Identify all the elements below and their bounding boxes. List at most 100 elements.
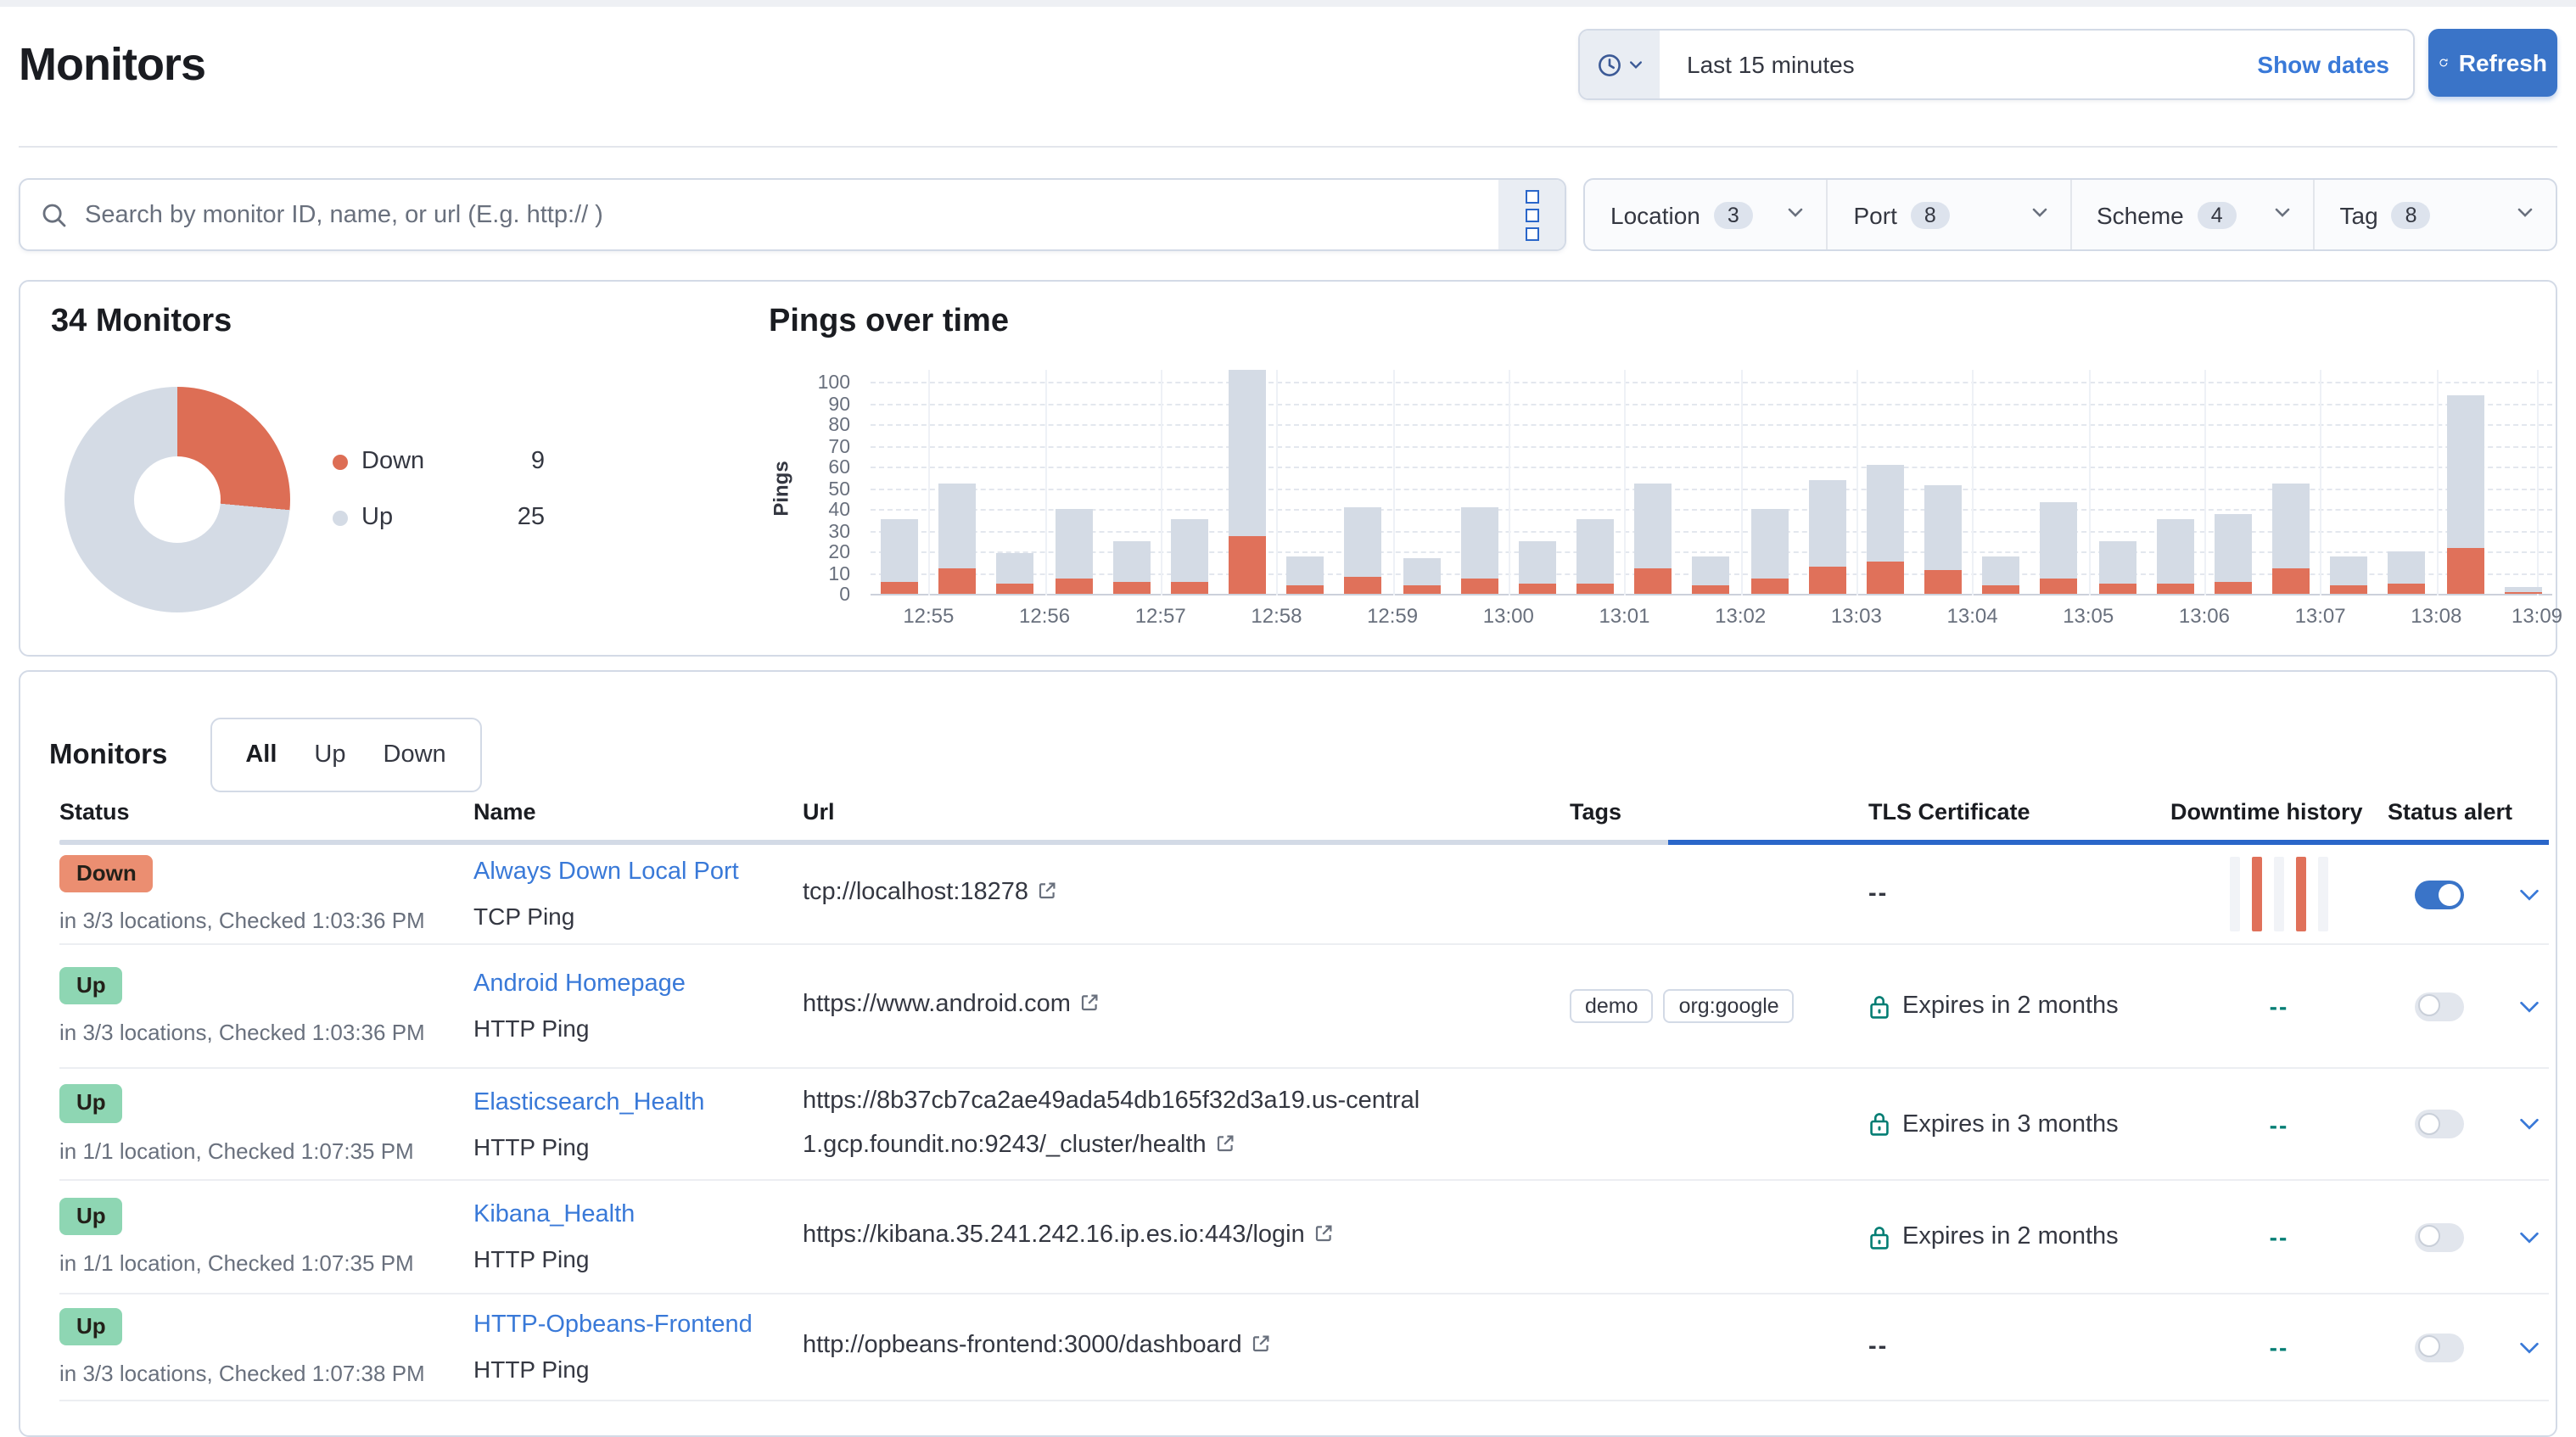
tab-all[interactable]: All	[245, 741, 277, 769]
search-box[interactable]	[19, 178, 1566, 251]
pings-bar-down-segment	[1055, 579, 1092, 595]
pings-bar	[1403, 558, 1440, 595]
search-icon	[41, 201, 68, 228]
pings-bar-down-segment	[1576, 584, 1614, 595]
tls-expiry-text: Expires in 2 months	[1902, 992, 2119, 1020]
cell-tls-certificate: --	[1868, 1334, 2170, 1361]
pings-bar	[1171, 520, 1208, 595]
pings-bar-up-segment	[2215, 513, 2252, 581]
pings-bar-up-segment	[2446, 394, 2484, 547]
pings-bar-down-segment	[1171, 581, 1208, 594]
column-header-downtime-history[interactable]: Downtime history	[2170, 799, 2388, 825]
pings-bar	[2505, 588, 2542, 595]
x-tick-label: 13:08	[2411, 604, 2461, 628]
pings-bar	[2041, 503, 2078, 595]
tag-badge[interactable]: demo	[1570, 989, 1654, 1023]
status-donut-chart	[64, 387, 290, 612]
x-axis-line	[871, 594, 2552, 595]
filter-tag[interactable]: Tag8	[2313, 180, 2556, 249]
toggle-knob	[2418, 994, 2440, 1016]
column-header-status-alert[interactable]: Status alert	[2388, 799, 2549, 825]
pings-bar-down-segment	[1345, 577, 1382, 594]
filter-label: Scheme	[2097, 201, 2184, 228]
pings-bar-down-segment	[1112, 581, 1150, 594]
external-link-icon	[1215, 1132, 1235, 1153]
row-expand-button[interactable]	[2508, 874, 2549, 914]
tls-expiry-text: Expires in 3 months	[1902, 1110, 2119, 1138]
pings-bar	[1460, 507, 1498, 595]
pings-bar	[1924, 486, 1962, 595]
x-tick-label: 13:09	[2512, 604, 2562, 628]
status-badge: Down	[59, 855, 154, 893]
pings-bar-up-segment	[997, 554, 1034, 584]
tag-badge[interactable]: org:google	[1664, 989, 1795, 1023]
legend-item-down[interactable]: Down9	[333, 448, 545, 475]
cell-url: http://opbeans-frontend:3000/dashboard	[803, 1326, 1439, 1369]
row-expand-button[interactable]	[2508, 1216, 2549, 1257]
quick-select-button[interactable]	[1580, 31, 1660, 98]
status-alert-toggle[interactable]	[2415, 1110, 2464, 1138]
x-tick-label: 12:56	[1019, 604, 1070, 628]
monitor-url-link[interactable]: tcp://localhost:18278	[803, 880, 1057, 907]
column-header-url[interactable]: Url	[803, 799, 1570, 825]
pings-bar-down-segment	[1693, 585, 1730, 594]
query-menu-button[interactable]	[1498, 180, 1565, 249]
monitor-url-link[interactable]: https://www.android.com	[803, 992, 1100, 1019]
toggle-knob	[2439, 883, 2461, 905]
pings-bar-up-segment	[1867, 465, 1904, 562]
row-expand-button[interactable]	[2508, 986, 2549, 1026]
toggle-knob	[2418, 1335, 2440, 1357]
cell-downtime-history: --	[2170, 1110, 2388, 1138]
cell-name: Always Down Local Port TCP Ping	[473, 858, 803, 930]
search-input[interactable]	[81, 199, 1498, 230]
column-header-tags[interactable]: Tags	[1570, 799, 1868, 825]
row-expand-button[interactable]	[2508, 1327, 2549, 1367]
filter-port[interactable]: Port8	[1827, 180, 2070, 249]
pings-bar	[1809, 479, 1846, 594]
monitor-url-link[interactable]: https://kibana.35.241.242.16.ip.es.io:44…	[803, 1222, 1334, 1250]
pings-bar	[881, 520, 918, 595]
super-date-picker[interactable]: Last 15 minutes Show dates	[1578, 29, 2415, 100]
monitor-name-link[interactable]: Always Down Local Port	[473, 858, 803, 886]
time-range-value[interactable]: Last 15 minutes	[1660, 51, 2257, 78]
grid-line-v	[1509, 370, 1510, 595]
legend-item-up[interactable]: Up25	[333, 504, 545, 531]
pings-bar-up-segment	[1286, 556, 1324, 585]
filter-location[interactable]: Location3	[1585, 180, 1827, 249]
column-header-name[interactable]: Name	[473, 799, 803, 825]
status-alert-toggle[interactable]	[2415, 1333, 2464, 1362]
monitor-url-link[interactable]: http://opbeans-frontend:3000/dashboard	[803, 1333, 1271, 1360]
tab-down[interactable]: Down	[384, 741, 446, 769]
monitor-url-link[interactable]: https://8b37cb7ca2ae49ada54db165f32d3a19…	[803, 1088, 1420, 1158]
monitor-name-link[interactable]: Kibana_Health	[473, 1201, 803, 1228]
status-badge: Up	[59, 1085, 123, 1123]
pings-y-axis-ticks: 0102030405060708090100	[782, 282, 850, 655]
column-header-tls-certificate[interactable]: TLS Certificate	[1868, 799, 2170, 825]
cell-status-alert	[2388, 1104, 2549, 1144]
y-tick: 60	[828, 458, 850, 478]
refresh-button[interactable]: Refresh	[2428, 29, 2557, 97]
pings-bar-down-segment	[997, 584, 1034, 595]
monitor-name-link[interactable]: HTTP-Opbeans-Frontend	[473, 1311, 803, 1339]
pings-bar-down-segment	[1403, 585, 1440, 594]
y-tick: 30	[828, 522, 850, 542]
monitor-type-label: TCP Ping	[473, 903, 803, 930]
chevron-down-icon	[2029, 199, 2049, 230]
pings-bar-up-segment	[2331, 556, 2368, 585]
lock-icon	[1868, 1111, 1890, 1137]
status-alert-toggle[interactable]	[2415, 880, 2464, 909]
status-alert-toggle[interactable]	[2415, 992, 2464, 1020]
monitor-name-link[interactable]: Elasticsearch_Health	[473, 1088, 803, 1115]
pings-bar-down-segment	[881, 581, 918, 594]
filter-scheme[interactable]: Scheme4	[2069, 180, 2313, 249]
monitor-name-link[interactable]: Android Homepage	[473, 970, 803, 998]
column-header-status[interactable]: Status	[59, 799, 473, 825]
row-expand-button[interactable]	[2508, 1104, 2549, 1144]
tab-up[interactable]: Up	[314, 741, 345, 769]
show-dates-link[interactable]: Show dates	[2257, 51, 2413, 78]
cell-status-alert	[2388, 986, 2549, 1026]
status-alert-toggle[interactable]	[2415, 1222, 2464, 1251]
cell-downtime-history: --	[2170, 992, 2388, 1020]
status-detail-text: in 3/3 locations, Checked 1:03:36 PM	[59, 1020, 425, 1045]
status-badge: Up	[59, 967, 123, 1005]
